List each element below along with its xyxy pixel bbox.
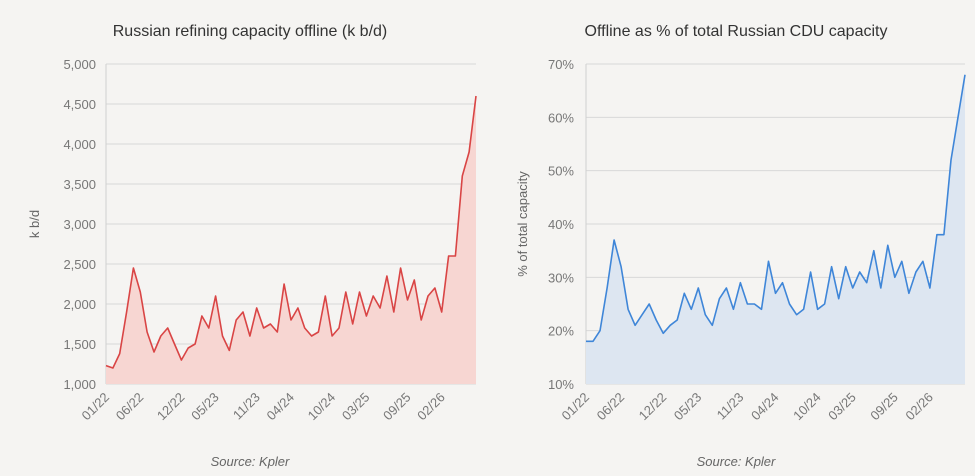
chart-2-x-tick-label: 12/22 [636, 390, 670, 424]
chart-2-y-tick-label: 40% [548, 217, 574, 232]
chart-1-y-tick-label: 5,000 [63, 57, 96, 72]
chart-1-y-tick-label: 2,500 [63, 257, 96, 272]
chart-1-source: Source: Kpler [211, 454, 290, 469]
chart-1-y-tick-label: 1,500 [63, 337, 96, 352]
chart-2-y-tick-label: 50% [548, 164, 574, 179]
chart-2-plot: 10% 20% 30% 40% 50% 60% 70% 01/22 06/22 12/22 05/2… [548, 57, 966, 424]
chart-1-y-tick-label: 1,000 [63, 377, 96, 392]
chart-2-x-tick-label: 05/23 [671, 390, 705, 424]
chart-1-y-tick-label: 4,500 [63, 97, 96, 112]
chart-2-x-tick-label: 09/25 [867, 390, 901, 424]
chart-1-title: Russian refining capacity offline (k b/d… [113, 23, 388, 40]
chart-2-y-tick-label: 20% [548, 324, 574, 339]
chart-1-y-tick-label: 4,000 [63, 137, 96, 152]
chart-2-y-tick-label: 10% [548, 377, 574, 392]
chart-1-x-tick-label: 06/22 [113, 390, 147, 424]
chart-2-area-fill [586, 74, 965, 384]
chart-1-x-tick-label: 09/25 [380, 390, 414, 424]
chart-1-x-tick-label: 01/22 [79, 390, 113, 424]
chart-1-x-tick-label: 05/23 [188, 390, 222, 424]
chart-1-y-tick-label: 2,000 [63, 297, 96, 312]
chart-2-x-tick-label: 01/22 [559, 390, 593, 424]
chart-1-plot: 1,000 1,500 2,000 2,500 3,000 3,500 4,000 4,500… [63, 57, 477, 424]
chart-2-x-tick-label: 03/25 [825, 390, 859, 424]
chart-2-y-tick-label: 60% [548, 110, 574, 125]
chart-2-y-axis-label: % of total capacity [515, 171, 530, 277]
chart-1-series-line [105, 95, 477, 369]
chart-1-x-tick-label: 12/22 [154, 390, 188, 424]
chart-2-y-tick-label: 30% [548, 270, 574, 285]
chart-1-y-axis-label: k b/d [27, 210, 42, 238]
chart-2-x-tick-label: 06/22 [594, 390, 628, 424]
chart-2-y-tick-label: 70% [548, 57, 574, 72]
chart-1-x-tick-label: 03/25 [339, 390, 373, 424]
chart-2-title: Offline as % of total Russian CDU capaci… [585, 23, 888, 40]
chart-2-source: Source: Kpler [697, 454, 776, 469]
chart-2-x-tick-label: 02/26 [902, 390, 936, 424]
chart-1-x-tick-label: 02/26 [414, 390, 448, 424]
chart-1-y-tick-label: 3,500 [63, 177, 96, 192]
chart-1-x-tick-label: 10/24 [305, 390, 339, 424]
chart-1-x-tick-label: 04/24 [264, 390, 298, 424]
chart-1-x-tick-label: 11/23 [230, 390, 263, 423]
chart-2-x-tick-label: 04/24 [748, 390, 782, 424]
chart-2-series-line [586, 74, 966, 343]
chart-2-x-tick-label: 11/23 [714, 390, 747, 423]
chart-1-y-tick-label: 3,000 [63, 217, 96, 232]
chart-2-x-tick-label: 10/24 [790, 390, 824, 424]
chart-1-area-fill [106, 96, 476, 384]
